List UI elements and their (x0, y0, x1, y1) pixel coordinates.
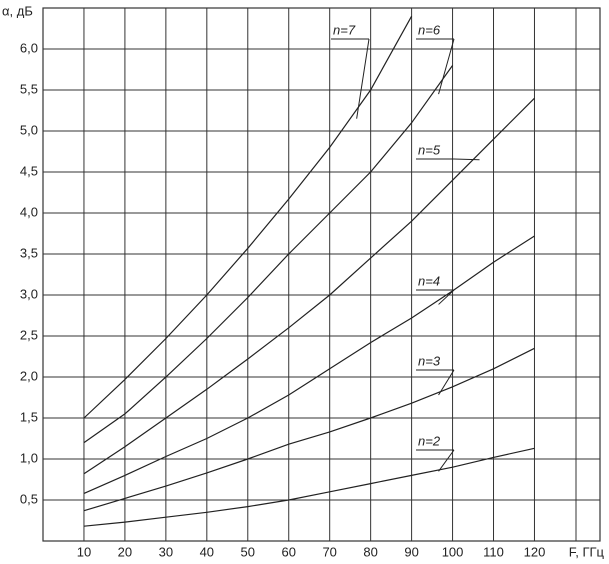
series-line (83, 15, 413, 419)
x-tick-label: 110 (483, 544, 504, 559)
x-tick-label: 80 (363, 544, 377, 559)
y-tick-label: 0,5 (20, 491, 38, 506)
series-label: n=7 (333, 22, 356, 37)
x-tick-label: 100 (442, 544, 464, 559)
series-label: n=2 (418, 433, 441, 448)
series-line (83, 447, 535, 527)
y-tick-label: 4,5 (20, 163, 38, 178)
y-tick-label: 1,0 (20, 450, 38, 465)
x-axis-label: F, ГГц (569, 544, 605, 559)
x-tick-label: 10 (77, 544, 91, 559)
y-tick-label: 5,5 (20, 81, 38, 96)
y-tick-label: 3,5 (20, 245, 38, 260)
series-label: n=4 (418, 273, 440, 288)
y-tick-label: 5,0 (20, 122, 38, 137)
leader-line (356, 38, 370, 119)
leader-line (438, 369, 455, 396)
leader-line (438, 38, 455, 95)
x-tick-label: 30 (159, 544, 173, 559)
series-line (83, 65, 454, 444)
y-tick-label: 1,5 (20, 409, 38, 424)
x-tick-label: 70 (322, 544, 336, 559)
leader-line (438, 289, 455, 305)
series-line (83, 347, 535, 512)
x-tick-label: 40 (200, 544, 214, 559)
leader-line (453, 158, 480, 161)
series-label: n=5 (418, 142, 441, 157)
leader-line (438, 449, 455, 472)
y-axis-label: α, дБ (2, 3, 33, 18)
series-label: n=3 (418, 353, 441, 368)
y-tick-label: 4,0 (20, 204, 38, 219)
plot-frame (42, 7, 601, 542)
y-tick-label: 3,0 (20, 286, 38, 301)
y-tick-label: 6,0 (20, 40, 38, 55)
x-tick-label: 120 (524, 544, 546, 559)
x-tick-label: 20 (118, 544, 132, 559)
series-line (83, 235, 535, 494)
series-line (83, 97, 535, 475)
series-label: n=6 (418, 22, 441, 37)
x-tick-label: 90 (404, 544, 418, 559)
x-tick-label: 60 (282, 544, 296, 559)
y-tick-label: 2,0 (20, 368, 38, 383)
x-tick-label: 50 (241, 544, 255, 559)
y-tick-label: 2,5 (20, 327, 38, 342)
